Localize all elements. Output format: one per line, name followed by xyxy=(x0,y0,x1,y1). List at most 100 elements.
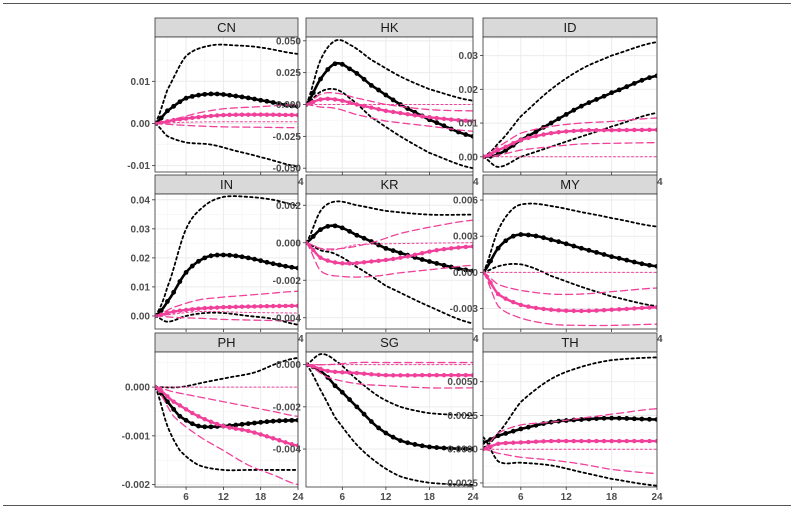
series-black-point xyxy=(654,417,657,422)
series-pink-point xyxy=(463,244,468,250)
series-pink-point xyxy=(533,439,539,444)
series-pink-point xyxy=(398,255,403,260)
series-black-dotted-line xyxy=(155,311,298,326)
series-pink-point xyxy=(647,127,652,133)
series-black-point xyxy=(252,256,257,262)
series-black-point xyxy=(264,419,270,425)
series-pink-point xyxy=(354,370,360,376)
series-pink-dashed-line xyxy=(306,92,473,112)
series-black-point xyxy=(624,416,630,421)
series-black-point xyxy=(258,419,264,425)
series-black-point xyxy=(518,232,524,237)
series-black-point xyxy=(441,123,447,129)
y-tick-label: 0.00 xyxy=(131,311,151,322)
series-pink-point xyxy=(594,127,599,133)
series-pink-point xyxy=(654,305,657,310)
series-pink-point xyxy=(571,128,576,134)
series-black-point xyxy=(183,269,189,275)
series-black-point xyxy=(376,242,382,248)
series-black-point xyxy=(189,93,195,99)
series-black-point xyxy=(354,404,360,410)
series-pink-point xyxy=(171,117,176,123)
series-black-dotted-line xyxy=(483,436,657,487)
series-pink-point xyxy=(541,306,546,312)
series-black-point xyxy=(283,263,288,269)
y-tick-label: -0.01 xyxy=(127,161,150,172)
series-black-dotted-line xyxy=(306,363,473,486)
series-pink-dashed-line xyxy=(483,448,657,475)
series-pink-point xyxy=(325,258,330,263)
series-pink-point xyxy=(564,129,569,134)
series-black-point xyxy=(631,416,637,422)
series-black-point xyxy=(183,95,189,101)
series-black-point xyxy=(434,445,440,450)
series-black-point xyxy=(639,77,645,83)
series-black-point xyxy=(601,252,607,257)
series-black-point xyxy=(383,245,389,251)
series-pink-point xyxy=(434,248,439,253)
series-black-point xyxy=(239,254,245,260)
top-rule xyxy=(3,3,791,4)
series-pink-point xyxy=(488,151,493,157)
series-pink-point xyxy=(639,127,645,133)
series-black-point xyxy=(189,263,195,269)
series-black-point xyxy=(548,237,554,243)
series-black-point xyxy=(654,263,657,269)
series-pink-point xyxy=(548,438,554,444)
y-tick-label: -0.025 xyxy=(273,132,302,143)
series-black-point xyxy=(586,247,592,253)
series-pink-dashed-line xyxy=(306,219,473,250)
series-pink-point xyxy=(159,388,164,394)
series-pink-point xyxy=(289,442,294,447)
series-black-point xyxy=(339,389,345,395)
series-black-point xyxy=(463,446,469,452)
series-pink-point xyxy=(609,438,614,444)
series-pink-point xyxy=(616,307,622,312)
series-pink-point xyxy=(252,304,257,309)
series-black-dotted-line xyxy=(483,202,657,274)
series-black-point xyxy=(470,446,473,452)
series-group-sg xyxy=(306,353,473,486)
series-black-point xyxy=(325,223,331,229)
series-black-point xyxy=(276,418,282,424)
series-pink-point xyxy=(526,304,531,309)
series-black-dotted-line xyxy=(483,263,657,307)
strip-label-sg: SG xyxy=(380,335,399,350)
series-pink-point xyxy=(427,249,432,254)
series-pink-point xyxy=(511,299,516,305)
series-pink-dashed-line xyxy=(483,408,657,450)
series-black-point xyxy=(202,91,208,97)
bottom-rule xyxy=(3,505,791,506)
series-black-point xyxy=(208,253,214,259)
series-pink-point xyxy=(526,135,531,141)
series-pink-point xyxy=(419,250,425,256)
series-pink-point xyxy=(183,307,189,313)
series-black-point xyxy=(631,81,637,86)
series-black-dotted-line xyxy=(306,200,473,244)
series-black-point xyxy=(601,415,607,421)
series-black-point xyxy=(594,416,599,421)
series-pink-point xyxy=(624,127,629,133)
series-black-point xyxy=(177,279,183,284)
series-pink-point xyxy=(571,438,576,444)
series-black-point xyxy=(571,243,577,249)
series-black-point xyxy=(171,103,177,109)
series-pink-point xyxy=(586,128,592,133)
series-pink-point xyxy=(449,373,454,378)
series-pink-point xyxy=(405,254,410,259)
series-black-point xyxy=(347,228,352,234)
x-tick-label: 18 xyxy=(606,492,618,503)
series-black-point xyxy=(488,258,493,264)
series-black-point xyxy=(412,442,418,447)
series-pink-point xyxy=(441,373,447,378)
series-pink-point xyxy=(390,256,396,262)
series-black-point xyxy=(227,252,233,258)
series-black-point xyxy=(368,419,374,424)
series-pink-point xyxy=(456,117,461,123)
series-black-point xyxy=(245,95,251,101)
series-pink-dotted-line xyxy=(155,121,298,124)
series-black-point xyxy=(525,424,531,430)
series-pink-point xyxy=(579,308,584,314)
series-pink-point xyxy=(470,118,473,124)
series-pink-point xyxy=(214,421,220,427)
